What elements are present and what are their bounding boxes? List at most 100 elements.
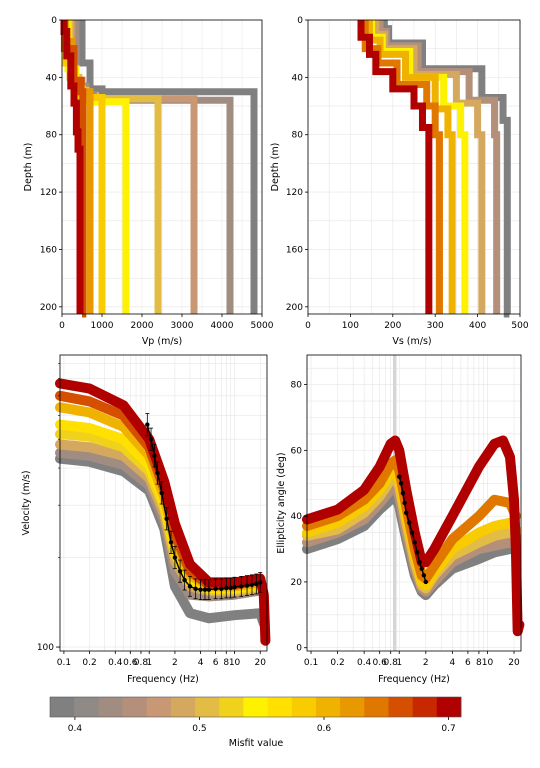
velocity-observed-point bbox=[258, 580, 263, 585]
vp-xtick-label: 5000 bbox=[251, 321, 274, 331]
ellipticity-model-curve bbox=[302, 435, 525, 637]
vs-xtick-label: 300 bbox=[427, 321, 444, 331]
vs-profile bbox=[361, 20, 443, 314]
vs-ytick-label: 80 bbox=[292, 131, 304, 141]
vp-ytick-label: 0 bbox=[51, 16, 57, 26]
colorbar-swatch bbox=[267, 697, 293, 717]
ellipticity-observed-point bbox=[404, 510, 409, 516]
vp-profile bbox=[78, 20, 258, 314]
velocity-observed-point bbox=[152, 453, 157, 458]
ellipticity-xtick-label: 0.2 bbox=[330, 658, 344, 668]
velocity-xtick-label: 0.2 bbox=[82, 658, 96, 668]
velocity-observed-point bbox=[182, 577, 187, 583]
ellipticity-xtick-label: 10 bbox=[482, 658, 494, 668]
velocity-xtick-label: 8 bbox=[223, 658, 229, 668]
colorbar-swatch bbox=[219, 697, 244, 717]
velocity-observed-point bbox=[254, 581, 259, 587]
vp-xtick-label: 0 bbox=[59, 321, 65, 331]
velocity-frame bbox=[59, 354, 268, 652]
vp-profile bbox=[60, 20, 84, 314]
vs-frame bbox=[307, 19, 521, 315]
velocity-panel: 0.1 0.2 0.4 0.60.81 2 4 6 8 10 20 100 Frequency (H… bbox=[21, 354, 271, 685]
ellipticity-observed-point bbox=[419, 566, 424, 571]
colorbar-swatch bbox=[412, 697, 438, 717]
vp-ticks: 0 1000 2000 3000 4000 5000 0 40 80 120 160 200 bbox=[40, 16, 274, 331]
colorbar-swatch bbox=[170, 697, 196, 717]
ellipticity-observed-curve bbox=[397, 474, 429, 585]
velocity-xtick-label: 4 bbox=[198, 658, 204, 668]
ellipticity-observed-point bbox=[412, 540, 417, 545]
velocity-grid bbox=[59, 355, 267, 651]
colorbar-tick-label: 0.7 bbox=[441, 724, 455, 734]
velocity-xtick-label: 0.8 bbox=[134, 658, 149, 668]
colorbar-ticks: 0.4 0.5 0.6 0.7 bbox=[68, 717, 456, 734]
vs-ytick-label: 200 bbox=[286, 303, 303, 313]
velocity-observed-point bbox=[145, 422, 150, 427]
ellipticity-xtick-label: 2 bbox=[423, 658, 429, 668]
velocity-observed-point bbox=[187, 584, 193, 589]
ellipticity-observed-point bbox=[417, 560, 422, 565]
vp-ytick-label: 120 bbox=[40, 188, 57, 198]
velocity-observed-point bbox=[213, 586, 218, 592]
velocity-observed-point bbox=[155, 470, 160, 476]
ellipticity-ytick-label: 20 bbox=[291, 578, 303, 588]
ellipticity-ytick-label: 80 bbox=[291, 381, 303, 391]
ellipticity-xlabel: Frequency (Hz) bbox=[378, 674, 450, 685]
ellipticity-xtick-label: 0.6 bbox=[373, 658, 388, 668]
velocity-observed-point bbox=[202, 587, 208, 592]
ellipticity-xtick-label: 0.8 bbox=[384, 658, 399, 668]
ellipticity-xtick-label: 20 bbox=[508, 658, 520, 668]
velocity-xtick-label: 10 bbox=[229, 658, 241, 668]
colorbar-swatch bbox=[50, 697, 75, 717]
velocity-xtick-label: 0.1 bbox=[57, 658, 71, 668]
velocity-observed-point bbox=[148, 437, 154, 442]
velocity-observed-point bbox=[177, 568, 183, 574]
ellipticity-xtick-label: 0.1 bbox=[304, 658, 318, 668]
velocity-ytick-label: 100 bbox=[37, 643, 54, 653]
velocity-observed-point bbox=[224, 585, 229, 591]
velocity-ylabel: Velocity (m/s) bbox=[21, 470, 32, 535]
ellipticity-observed-point bbox=[423, 579, 429, 585]
velocity-observed-point bbox=[206, 587, 212, 592]
colorbar-swatch bbox=[243, 697, 268, 717]
vp-ytick-label: 200 bbox=[40, 303, 57, 313]
vp-ylabel: Depth (m) bbox=[23, 143, 34, 192]
vs-ytick-label: 160 bbox=[286, 245, 303, 255]
ellipticity-xtick-label: 4 bbox=[449, 658, 455, 668]
velocity-observed-curve bbox=[145, 413, 263, 600]
velocity-observed-point bbox=[219, 586, 224, 592]
colorbar-swatch bbox=[364, 697, 389, 717]
ellipticity-model-curves bbox=[302, 435, 525, 637]
ellipticity-observed-point bbox=[398, 481, 404, 486]
velocity-observed-point bbox=[232, 584, 237, 590]
colorbar-tick-label: 0.4 bbox=[68, 724, 83, 734]
ellipticity-observed-point bbox=[397, 474, 402, 479]
velocity-observed-point bbox=[168, 540, 174, 545]
vs-ytick-label: 120 bbox=[286, 188, 303, 198]
colorbar-frame bbox=[49, 696, 462, 718]
ellipticity-xtick-label: 8 bbox=[476, 658, 482, 668]
vp-xtick-label: 2000 bbox=[131, 321, 154, 331]
colorbar-swatch bbox=[388, 697, 414, 717]
velocity-xlabel: Frequency (Hz) bbox=[127, 674, 199, 685]
vs-profile bbox=[365, 20, 456, 314]
vs-xtick-label: 0 bbox=[305, 321, 311, 331]
colorbar-swatch bbox=[195, 697, 220, 717]
velocity-ticks: 0.1 0.2 0.4 0.60.81 2 4 6 8 10 20 100 bbox=[37, 363, 266, 668]
velocity-observed-point bbox=[249, 582, 255, 587]
velocity-observed-point bbox=[193, 586, 198, 592]
velocity-observed-point bbox=[164, 516, 169, 522]
colorbar-swatches bbox=[50, 697, 462, 717]
colorbar-swatch bbox=[146, 697, 172, 717]
vs-xlabel: Vs (m/s) bbox=[392, 336, 431, 347]
vp-ytick-label: 160 bbox=[40, 245, 57, 255]
vp-frame bbox=[61, 19, 263, 315]
velocity-observed-point bbox=[228, 585, 233, 591]
ellipticity-observed-point bbox=[421, 573, 427, 578]
ellipticity-observed-point bbox=[415, 550, 420, 555]
velocity-observed-point bbox=[198, 587, 203, 592]
velocity-observed-point bbox=[239, 584, 244, 589]
colorbar: 0.4 0.5 0.6 0.7 Misfit value bbox=[49, 696, 462, 749]
ellipticity-ytick-label: 60 bbox=[291, 446, 303, 456]
velocity-observed-point bbox=[159, 490, 164, 496]
